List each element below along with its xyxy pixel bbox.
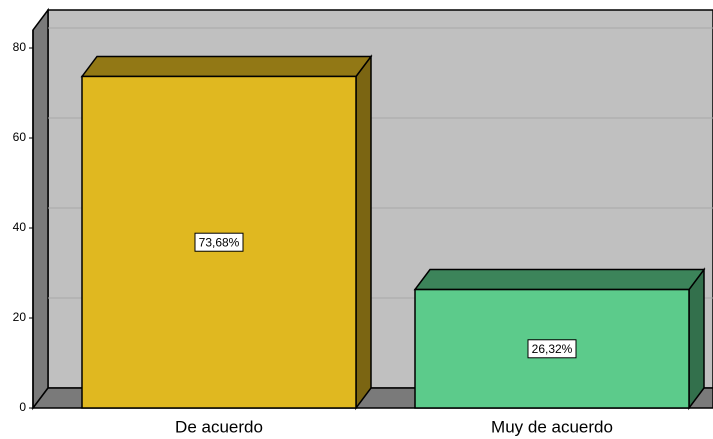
value-label-box	[527, 339, 577, 359]
bar-side	[688, 267, 705, 411]
y-tick-label: 80	[13, 40, 27, 54]
value-label-box	[194, 232, 244, 252]
bar-top	[413, 268, 706, 291]
bar-side	[355, 54, 372, 411]
bar	[80, 54, 373, 411]
x-tick-label: Muy de acuerdo	[491, 417, 613, 436]
value-label: 26,32%	[532, 342, 573, 356]
bar	[413, 267, 706, 411]
y-tick-label: 40	[13, 220, 27, 234]
y-tick-label: 0	[19, 400, 26, 414]
bar-top	[80, 55, 373, 78]
value-label: 73,68%	[199, 235, 240, 249]
y-tick-label: 60	[13, 130, 27, 144]
y-tick-label: 20	[13, 310, 27, 324]
left-wall	[32, 7, 49, 411]
x-tick-label: De acuerdo	[175, 417, 263, 436]
